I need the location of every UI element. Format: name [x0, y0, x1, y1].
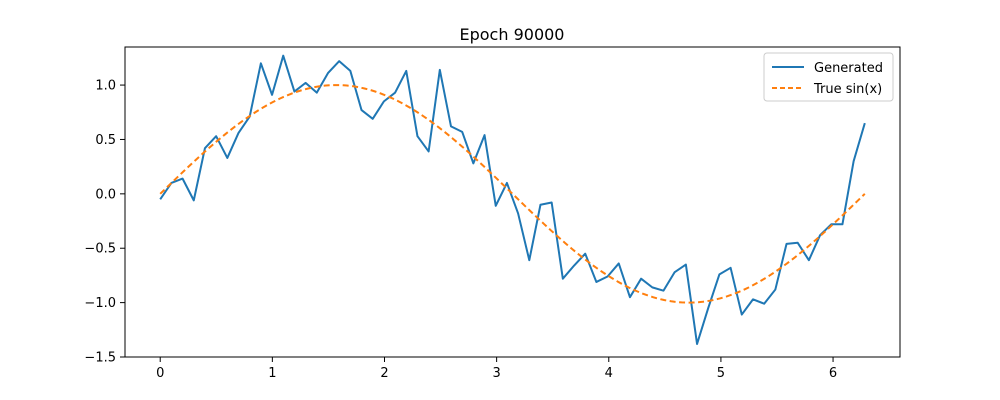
y-tick-label: −1.0 — [84, 296, 116, 311]
plot-area: 0 1 2 3 4 5 6 −1.5 −1.0 −0.5 0.0 0.5 1.0 — [84, 46, 901, 381]
x-tick-label: 1 — [268, 366, 276, 381]
series-line-generated — [159, 54, 866, 345]
x-tick-label: 0 — [156, 366, 164, 381]
x-tick-label: 4 — [605, 366, 613, 381]
x-tick-label: 5 — [717, 366, 725, 381]
y-tick-label: 0.0 — [95, 187, 116, 202]
axes-frame — [124, 46, 901, 358]
y-tick-label: −1.5 — [84, 351, 116, 366]
series-line-true-sin — [159, 84, 866, 304]
legend-label-true-sin: True sin(x) — [813, 82, 882, 97]
y-tick-label: 0.5 — [95, 133, 116, 148]
x-tick-label: 2 — [380, 366, 388, 381]
chart-title: Epoch 90000 — [460, 25, 565, 44]
legend: Generated True sin(x) — [763, 52, 894, 102]
legend-label-generated: Generated — [814, 61, 883, 76]
y-tick-label: −0.5 — [84, 242, 116, 257]
x-tick-label: 3 — [492, 366, 500, 381]
x-tick-label: 6 — [829, 366, 837, 381]
y-tick-label: 1.0 — [95, 79, 116, 94]
